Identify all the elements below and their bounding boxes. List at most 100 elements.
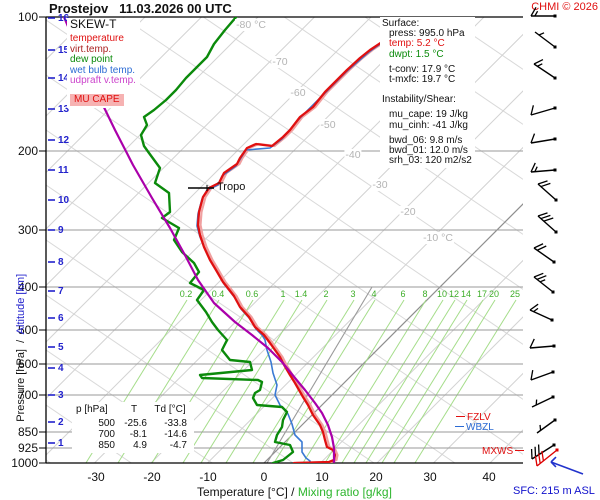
isotherm-label: -40 [344,149,362,161]
pressure-tick-label: 100 [17,10,38,24]
wind-barb-column [529,7,559,467]
surface-mixing-line [266,286,373,463]
isotherm-line [376,316,523,463]
isotherm-line [150,90,523,463]
bwd06-value: bwd_06: 9.8 m/s [389,134,463,146]
surface-temp: temp: 5.2 °C [389,38,445,50]
mixing-ratio-label: 6 [400,289,406,299]
mixing-ratio-line [414,299,517,463]
isotherm-label: -20 [399,206,417,218]
table-row: 850 4.9 -4.7 [98,440,187,451]
altitude-tick-label: 12 [58,135,70,146]
dry-adiabat-line [202,17,523,235]
altitude-tick-label: 6 [58,313,64,324]
isotherm-line [489,429,523,463]
temperature-tick-label: -20 [143,470,161,484]
sounding-curves [62,17,414,463]
mixing-ratio-line [302,299,405,463]
storm-motion-arrow [550,456,584,475]
wind-barb-icon [531,395,555,408]
mixing-ratio-line [273,299,376,463]
wet-bulb-zero-label: WBZL [455,422,494,433]
x-axis-title: Temperature [°C] / Mixing ratio [g/kg] [197,485,392,499]
mixing-ratio-label: 20 [488,289,500,299]
isotherm-label: -50 [319,119,337,131]
temperature-tick-label: 20 [369,470,383,484]
pressure-tick-label: 1000 [11,456,38,470]
pressure-tick-label: 500 [17,323,38,337]
surface-press: press: 995.0 hPa [389,28,465,40]
legend: SKEW-T temperature virt.temp. dew point … [67,18,140,108]
mixing-ratio-line [324,299,427,463]
mixing-ratio-label: 0.6 [245,289,259,299]
mixing-ratio-line [353,299,456,463]
mixing-ratio-line [393,299,496,463]
legend-item-updraft: udpraft v.temp. [70,75,136,86]
temperature-tick-label: 0 [260,470,268,484]
bwd01-value: bwd_01: 12.0 m/s [389,145,468,157]
wind-barb-icon [537,180,558,202]
pressure-tick-label: 300 [17,223,38,237]
table-row: 500 -25.6 -33.8 [98,418,187,429]
wind-barb-icon [533,58,557,80]
mu-cape-badge: MU CAPE [70,93,124,106]
dry-adiabat-line [46,129,523,455]
mixing-ratio-line [182,299,285,463]
table-row: 700 -8.1 -14.6 [98,429,187,440]
curve-temperature [196,17,411,463]
dry-adiabat-line [46,0,523,14]
wind-barb-icon [533,243,556,264]
freezing-level-label: FZLV [456,412,491,423]
wind-barb-icon [529,338,556,349]
mixing-ratio-label: 1 [280,289,286,299]
pressure-tick-label: 700 [17,388,38,402]
surface-dwpt: dwpt: 1.5 °C [389,48,444,60]
mixing-ratio-label: 0.4 [211,289,225,299]
isotherm-label: -80 °C [235,19,267,31]
altitude-tick-label: 3 [58,390,64,401]
wind-barb-icon [530,370,555,381]
altitude-tick-label: 13 [58,104,70,115]
isotherm-label: -70 [271,56,289,68]
surface-heading: Surface: [382,18,420,29]
dry-adiabat-line [46,294,294,463]
surface-info-panel: Surface: press: 995.0 hPa temp: 5.2 °C d… [380,17,475,169]
legend-item-wet-bulb: wet bulb temp. [70,64,136,76]
mu-cinh-value: mu_cinh: -41 J/kg [389,119,468,131]
mixing-ratio-label: 8 [422,289,428,299]
altitude-tick-label: 11 [58,165,69,176]
pressure-tick-label: 925 [17,441,38,455]
curve-virt-temp [199,17,414,463]
mixing-ratio-label: 10 [436,289,448,299]
dry-adiabat-line [46,239,375,463]
altitude-tick-label: 8 [58,257,64,268]
isotherm-label: -60 [289,87,307,99]
isotherm-line [263,203,523,463]
isotherm-line [46,17,315,287]
altitude-tick-label: 1 [58,438,64,449]
surface-tconv: t-conv: 17.9 °C [389,63,456,75]
surface-tmxfc: t-mxfc: 19.7 °C [389,74,456,86]
wind-barb-icon [530,133,557,144]
wind-barb-icon [534,448,559,467]
legend-item-temperature: temperature [70,33,124,44]
pressure-tick-label: 200 [17,144,38,158]
legend-item-virt-temp: virt.temp. [70,43,112,55]
isotherm-line [320,259,523,463]
station-elevation-label: SFC: 215 m ASL [513,485,595,497]
copyright: CHMI © 2026 [531,1,598,13]
mixing-ratio-label: 2 [323,289,329,299]
curve-dew-point [139,17,295,463]
mixing-ratio-line [341,299,444,463]
mixing-ratio-label: 25 [509,289,521,299]
dry-adiabat-line [46,74,523,400]
altitude-tick-label: 9 [58,225,64,236]
pressure-tick-label: 600 [17,357,38,371]
legend-title: SKEW-T [70,17,117,31]
altitude-tick-label: 14 [58,73,70,84]
wind-barb-icon [530,105,557,116]
temperature-tick-label: 30 [423,470,437,484]
srh03-value: srh_03: 120 m2/s2 [389,155,472,167]
altitude-tick-label: 5 [58,342,64,353]
levels-table-header: p [hPa] T Td [°C] [76,404,186,415]
